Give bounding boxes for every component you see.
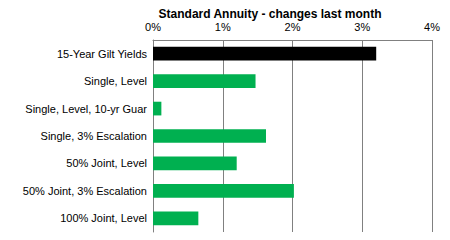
- svg-text:50% Joint, 3% Escalation: 50% Joint, 3% Escalation: [23, 185, 147, 197]
- svg-text:100% Joint, Level: 100% Joint, Level: [60, 212, 147, 224]
- svg-text:Standard Annuity - changes las: Standard Annuity - changes last month: [159, 7, 382, 21]
- svg-text:50% Joint, Level: 50% Joint, Level: [66, 157, 147, 169]
- svg-text:1%: 1%: [215, 21, 231, 33]
- svg-text:3%: 3%: [354, 21, 370, 33]
- svg-text:Single, 3% Escalation: Single, 3% Escalation: [41, 130, 147, 142]
- svg-text:4%: 4%: [424, 21, 440, 33]
- svg-text:Single, Level, 10-yr Guar: Single, Level, 10-yr Guar: [25, 103, 147, 115]
- svg-text:0%: 0%: [145, 21, 161, 33]
- svg-text:2%: 2%: [285, 21, 301, 33]
- svg-text:15-Year Gilt Yields: 15-Year Gilt Yields: [57, 48, 148, 60]
- svg-text:Single, Level: Single, Level: [84, 75, 147, 87]
